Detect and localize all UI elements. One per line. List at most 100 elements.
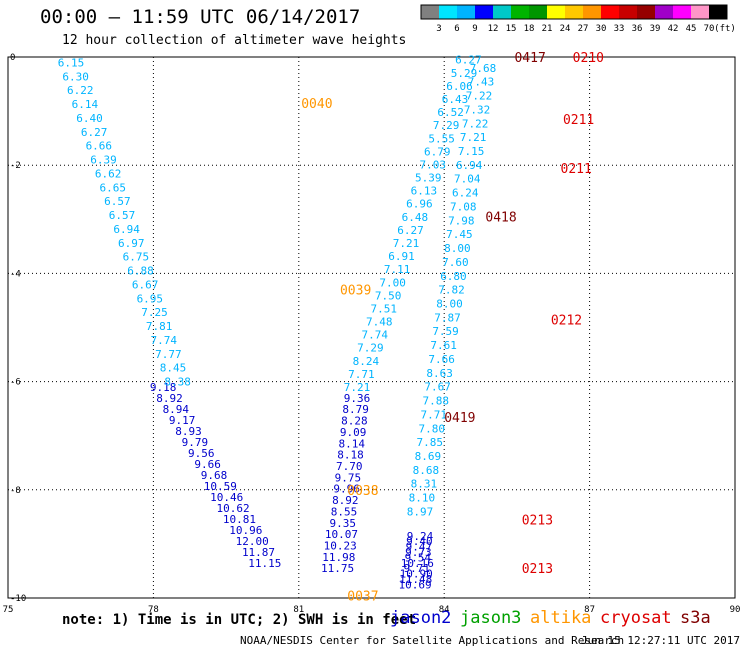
swh-value-label: 6.94 bbox=[456, 159, 483, 172]
credit-text: NOAA/NESDIS Center for Satellite Applica… bbox=[240, 634, 625, 647]
colorbar-swatch bbox=[691, 5, 710, 19]
swh-value-label: 7.80 bbox=[419, 422, 446, 435]
swh-value-label: 8.68 bbox=[413, 464, 440, 477]
swh-value-label: 11.75 bbox=[321, 562, 354, 575]
swh-value-label: 6.94 bbox=[113, 223, 140, 236]
legend-cryosat: cryosat bbox=[600, 608, 672, 628]
colorbar-swatch bbox=[655, 5, 674, 19]
swh-value-label: 7.15 bbox=[458, 145, 485, 158]
swh-value-label: 8.28 bbox=[341, 415, 368, 428]
swh-value-label: 6.27 bbox=[81, 126, 108, 139]
swh-value-label: 11.87 bbox=[242, 546, 275, 559]
colorbar-label: 39 bbox=[650, 24, 661, 34]
swh-value-label: 6.40 bbox=[76, 112, 103, 125]
swh-value-label: 8.45 bbox=[160, 362, 187, 375]
swh-value-label: 10.62 bbox=[217, 502, 250, 515]
swh-value-label: 6.48 bbox=[402, 211, 429, 224]
pass-label: 0037 bbox=[347, 589, 378, 604]
swh-value-label: 6.65 bbox=[99, 181, 126, 194]
swh-value-label: 9.09 bbox=[340, 426, 367, 439]
timestamp-text: Jun 15 12:27:11 UTC 2017 bbox=[581, 634, 740, 647]
colorbar-unit: (ft) bbox=[714, 24, 736, 34]
y-tick-label: -10 bbox=[10, 594, 26, 604]
swh-value-label: 6.39 bbox=[90, 154, 117, 167]
pass-label: 0212 bbox=[551, 313, 582, 328]
swh-value-label: 8.55 bbox=[331, 505, 358, 518]
swh-value-label: 5.39 bbox=[415, 172, 442, 185]
swh-value-label: 10.46 bbox=[210, 491, 243, 504]
swh-value-label: 7.21 bbox=[344, 381, 371, 394]
colorbar-swatch bbox=[673, 5, 692, 19]
swh-value-label: 7.74 bbox=[150, 334, 177, 347]
colorbar: 3 6 9 12 15 18 21 24 27 30 33 36 39 42 45 70 (ft) bbox=[420, 4, 736, 34]
pass-label: 0211 bbox=[563, 113, 594, 128]
title: 00:00 – 11:59 UTC 06/14/2017 bbox=[40, 6, 361, 28]
swh-value-label: 6.52 bbox=[437, 106, 464, 119]
swh-value-label: 7.88 bbox=[422, 395, 449, 408]
swh-value-label: 6.15 bbox=[58, 56, 85, 69]
swh-value-label: 8.69 bbox=[415, 450, 442, 463]
swh-value-label: 9.54 bbox=[405, 551, 432, 564]
colorbar-swatch bbox=[619, 5, 638, 19]
swh-value-label: 9.75 bbox=[335, 471, 362, 484]
swh-value-label: 7.43 bbox=[468, 76, 495, 89]
swh-value-label: 10.69 bbox=[399, 578, 432, 591]
swh-value-label: 6.30 bbox=[62, 70, 89, 83]
swh-value-label: 7.21 bbox=[460, 131, 487, 144]
swh-value-label: 7.00 bbox=[379, 276, 406, 289]
swh-value-label: 7.60 bbox=[442, 256, 469, 269]
swh-value-label: 6.62 bbox=[95, 167, 122, 180]
swh-value-label: 6.27 bbox=[455, 54, 482, 67]
x-tick-label: 75 bbox=[3, 605, 14, 615]
colorbar-swatch bbox=[601, 5, 620, 19]
pass-label: 0039 bbox=[340, 284, 371, 299]
swh-value-label: 7.81 bbox=[146, 320, 173, 333]
swh-value-label: 8.94 bbox=[163, 403, 190, 416]
swh-value-label: 7.03 bbox=[420, 158, 447, 171]
swh-value-label: 5.55 bbox=[428, 132, 455, 145]
swh-value-label: 6.80 bbox=[440, 270, 467, 283]
colorbar-swatch bbox=[529, 5, 548, 19]
swh-value-label: 10.81 bbox=[223, 513, 256, 526]
swh-value-label: 7.71 bbox=[420, 408, 447, 421]
swh-value-label: 6.91 bbox=[388, 250, 415, 263]
swh-value-label: 7.08 bbox=[450, 200, 477, 213]
swh-value-label: 8.38 bbox=[164, 376, 191, 389]
colorbar-swatch bbox=[583, 5, 602, 19]
swh-value-label: 7.50 bbox=[375, 289, 402, 302]
swh-value-label: 8.92 bbox=[332, 494, 359, 507]
swh-value-label: 9.40 bbox=[406, 535, 433, 548]
swh-value-label: 8.14 bbox=[339, 437, 366, 450]
swh-value-label: 8.93 bbox=[175, 425, 202, 438]
swh-value-label: 6.97 bbox=[118, 237, 145, 250]
swh-value-label: 7.67 bbox=[424, 381, 451, 394]
swh-value-label: 8.97 bbox=[407, 505, 434, 518]
swh-value-label: 7.51 bbox=[370, 302, 397, 315]
swh-value-label: 6.79 bbox=[424, 145, 451, 158]
swh-value-label: 6.14 bbox=[72, 98, 99, 111]
swh-value-label: 7.77 bbox=[155, 348, 182, 361]
colorbar-swatch bbox=[511, 5, 530, 19]
swh-value-label: 6.06 bbox=[446, 80, 473, 93]
swh-value-label: 6.57 bbox=[104, 195, 131, 208]
pass-label: 0213 bbox=[522, 514, 553, 529]
swh-value-label: 8.00 bbox=[436, 297, 463, 310]
colorbar-label: 3 bbox=[436, 24, 441, 34]
swh-value-label: 8.63 bbox=[426, 367, 453, 380]
swh-value-label: 9.56 bbox=[188, 447, 215, 460]
swh-value-label: 6.88 bbox=[127, 265, 154, 278]
swh-value-label: 6.75 bbox=[123, 251, 150, 264]
swh-value-label: 7.29 bbox=[357, 342, 384, 355]
pass-label: 0213 bbox=[522, 562, 553, 577]
swh-value-label: 8.92 bbox=[156, 392, 183, 405]
swh-value-label: 6.43 bbox=[442, 93, 469, 106]
y-tick-label: 0 bbox=[10, 53, 15, 63]
swh-value-label: 7.87 bbox=[434, 311, 461, 324]
swh-value-label: 7.32 bbox=[464, 103, 491, 116]
legend-s3a: s3a bbox=[680, 608, 711, 628]
swh-value-label: 6.96 bbox=[406, 198, 433, 211]
colorbar-label: 36 bbox=[632, 24, 643, 34]
pass-label: 0418 bbox=[485, 211, 516, 226]
x-tick-label: 90 bbox=[730, 605, 740, 615]
